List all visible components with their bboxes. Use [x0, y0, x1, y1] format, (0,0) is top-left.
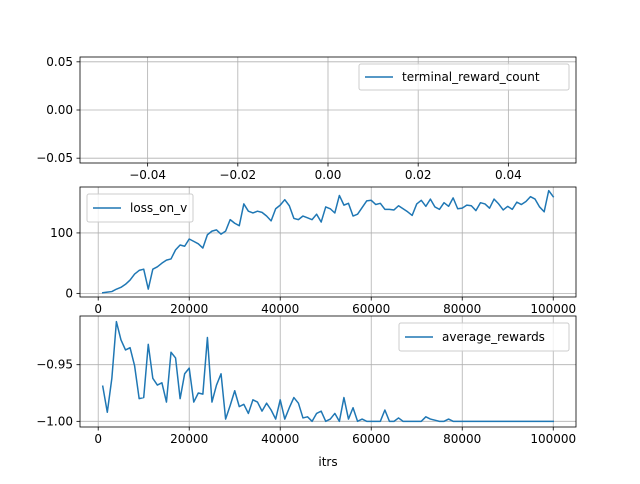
y-tick-label: 0.05	[46, 55, 73, 69]
x-tick-label: 20000	[170, 432, 208, 446]
grid-lines	[80, 57, 576, 163]
legend-box	[398, 322, 570, 352]
y-tick-label: 0.00	[46, 103, 73, 117]
terminal-reward-count-panel: −0.04 −0.02 0.00 0.02 0.04 −0.05 0.00 0.05 term…	[36, 55, 577, 182]
x-tick-label: 40000	[261, 302, 299, 316]
x-tick-label: −0.04	[129, 168, 166, 182]
x-tick-label: 80000	[443, 432, 481, 446]
y-tick-label: 100	[50, 226, 73, 240]
x-tick-label: 100000	[530, 302, 576, 316]
y-tick-label: −1.00	[36, 414, 73, 428]
x-tick-label: 0.00	[315, 168, 342, 182]
x-tick-label: 0.02	[405, 168, 432, 182]
y-tick-label: 0	[65, 286, 73, 300]
grid-lines	[80, 187, 576, 297]
legend-label: terminal_reward_count	[402, 70, 540, 84]
legend: average_rewards	[398, 322, 570, 352]
x-tick-label: −0.02	[219, 168, 256, 182]
x-tick-label: 80000	[443, 302, 481, 316]
x-tick-label: 20000	[170, 302, 208, 316]
x-tick-label: 0	[94, 432, 102, 446]
y-tick-label: −0.05	[36, 151, 73, 165]
legend-label: loss_on_v	[130, 201, 187, 215]
axes-frame	[79, 186, 577, 298]
series-line	[101, 320, 554, 423]
series-line	[101, 189, 555, 294]
x-tick-label: 0	[94, 302, 102, 316]
axis-ticks: 0 20000 40000 60000 80000 100000 0 100	[50, 226, 576, 316]
x-axis-label: itrs	[318, 455, 337, 469]
legend-label: average_rewards	[442, 330, 545, 344]
legend-box	[86, 193, 194, 223]
x-tick-label: 60000	[352, 432, 390, 446]
axis-ticks: −0.04 −0.02 0.00 0.02 0.04 −0.05 0.00 0.05	[36, 55, 522, 182]
loss-on-v-panel: 0 20000 40000 60000 80000 100000 0 100 loss_on_…	[50, 186, 577, 316]
x-tick-label: 0.04	[495, 168, 522, 182]
series-layer	[101, 320, 554, 423]
y-tick-label: −0.95	[36, 358, 73, 372]
series-layer	[101, 189, 555, 294]
average-rewards-panel: 0 20000 40000 60000 80000 100000 −1.00 −0.95 av…	[36, 315, 577, 469]
x-tick-label: 40000	[261, 432, 299, 446]
axes-frame	[79, 315, 577, 428]
x-tick-label: 100000	[530, 432, 576, 446]
legend-box	[358, 63, 570, 91]
legend: terminal_reward_count	[358, 63, 570, 91]
legend: loss_on_v	[86, 193, 194, 223]
axis-ticks: 0 20000 40000 60000 80000 100000 −1.00 −0.95	[36, 358, 576, 446]
x-tick-label: 60000	[352, 302, 390, 316]
